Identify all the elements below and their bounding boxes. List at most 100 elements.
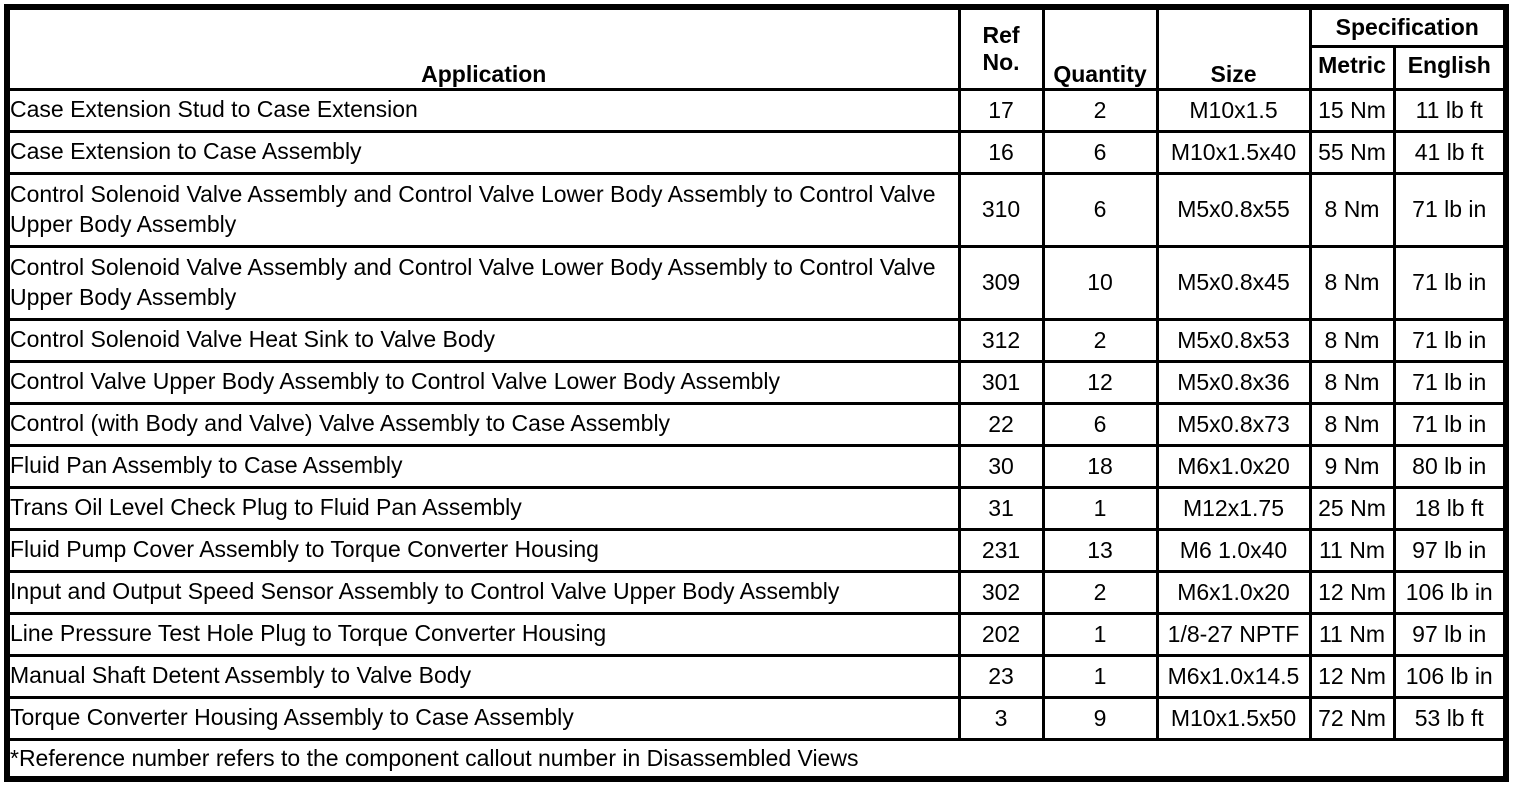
col-header-english: English xyxy=(1392,44,1508,91)
cell-metric: 11 Nm xyxy=(1308,527,1396,573)
cell-size: M10x1.5x50 xyxy=(1155,695,1312,741)
cell-english: 106 lb in xyxy=(1392,653,1508,699)
cell-application: Control Solenoid Valve Heat Sink to Valv… xyxy=(5,317,961,363)
cell-ref-no: 312 xyxy=(957,317,1045,363)
cell-english: 71 lb in xyxy=(1392,244,1508,321)
col-header-quantity: Quantity xyxy=(1041,5,1159,91)
cell-metric: 8 Nm xyxy=(1308,171,1396,248)
cell-ref-no: 310 xyxy=(957,171,1045,248)
cell-quantity: 6 xyxy=(1041,401,1159,447)
cell-application: Fluid Pump Cover Assembly to Torque Conv… xyxy=(5,527,961,573)
cell-size: M10x1.5 xyxy=(1155,87,1312,133)
cell-size: M6x1.0x20 xyxy=(1155,569,1312,615)
cell-metric: 15 Nm xyxy=(1308,87,1396,133)
cell-ref-no: 31 xyxy=(957,485,1045,531)
table-header: Application Ref No. Quantity Size Specif… xyxy=(5,5,1508,91)
cell-ref-no: 301 xyxy=(957,359,1045,405)
header-row-2: Metric English xyxy=(7,44,1508,91)
cell-size: 1/8-27 NPTF xyxy=(1155,611,1312,657)
cell-size: M5x0.8x45 xyxy=(1155,244,1312,321)
cell-english: 80 lb in xyxy=(1392,443,1508,489)
cell-quantity: 6 xyxy=(1041,129,1159,175)
col-header-metric: Metric xyxy=(1308,44,1396,91)
cell-ref-no: 17 xyxy=(957,87,1045,133)
cell-application: Manual Shaft Detent Assembly to Valve Bo… xyxy=(5,653,961,699)
cell-application: Control (with Body and Valve) Valve Asse… xyxy=(5,401,961,447)
cell-english: 71 lb in xyxy=(1392,317,1508,363)
cell-quantity: 1 xyxy=(1041,611,1159,657)
cell-english: 71 lb in xyxy=(1392,359,1508,405)
cell-metric: 11 Nm xyxy=(1308,611,1396,657)
cell-size: M5x0.8x53 xyxy=(1155,317,1312,363)
cell-application: Torque Converter Housing Assembly to Cas… xyxy=(5,695,961,741)
col-header-application: Application xyxy=(5,5,961,91)
cell-ref-no: 16 xyxy=(957,129,1045,175)
cell-ref-no: 202 xyxy=(957,611,1045,657)
cell-english: 18 lb ft xyxy=(1392,485,1508,531)
cell-quantity: 2 xyxy=(1041,317,1159,363)
cell-quantity: 12 xyxy=(1041,359,1159,405)
table-row: Control (with Body and Valve) Valve Asse… xyxy=(5,401,1508,447)
cell-quantity: 6 xyxy=(1041,171,1159,248)
cell-size: M12x1.75 xyxy=(1155,485,1312,531)
header-row-1: Application Ref No. Quantity Size Specif… xyxy=(5,5,1508,91)
fastener-torque-spec-table: Application Ref No. Quantity Size Specif… xyxy=(4,4,1509,782)
cell-size: M6x1.0x20 xyxy=(1155,443,1312,489)
cell-metric: 12 Nm xyxy=(1308,653,1396,699)
table-row: Input and Output Speed Sensor Assembly t… xyxy=(5,569,1508,615)
cell-size: M5x0.8x73 xyxy=(1155,401,1312,447)
cell-size: M5x0.8x36 xyxy=(1155,359,1312,405)
cell-english: 11 lb ft xyxy=(1392,87,1508,133)
col-header-size: Size xyxy=(1155,5,1312,91)
cell-size: M6x1.0x14.5 xyxy=(1155,653,1312,699)
cell-quantity: 2 xyxy=(1041,569,1159,615)
table-row: Control Solenoid Valve Assembly and Cont… xyxy=(5,171,1508,248)
cell-ref-no: 309 xyxy=(957,244,1045,321)
table-row: Control Valve Upper Body Assembly to Con… xyxy=(5,359,1508,405)
table-row: Control Solenoid Valve Heat Sink to Valv… xyxy=(5,317,1508,363)
table-row: Manual Shaft Detent Assembly to Valve Bo… xyxy=(5,653,1508,699)
table-row: Case Extension to Case Assembly 16 6 M10… xyxy=(5,129,1508,175)
cell-quantity: 2 xyxy=(1041,87,1159,133)
cell-metric: 8 Nm xyxy=(1308,317,1396,363)
cell-quantity: 1 xyxy=(1041,485,1159,531)
table-footer: *Reference number refers to the componen… xyxy=(5,737,1508,781)
table-row: Case Extension Stud to Case Extension 17… xyxy=(5,87,1508,133)
cell-english: 71 lb in xyxy=(1392,171,1508,248)
cell-quantity: 18 xyxy=(1041,443,1159,489)
cell-size: M6 1.0x40 xyxy=(1155,527,1312,573)
cell-ref-no: 23 xyxy=(957,653,1045,699)
cell-ref-no: 3 xyxy=(957,695,1045,741)
table-row: Fluid Pump Cover Assembly to Torque Conv… xyxy=(5,527,1508,573)
cell-ref-no: 30 xyxy=(957,443,1045,489)
cell-metric: 8 Nm xyxy=(1308,244,1396,321)
cell-quantity: 13 xyxy=(1041,527,1159,573)
ref-header-line2: No. xyxy=(982,48,1020,75)
cell-quantity: 1 xyxy=(1041,653,1159,699)
footnote-text: *Reference number refers to the componen… xyxy=(5,737,1508,781)
table-row: Trans Oil Level Check Plug to Fluid Pan … xyxy=(5,485,1508,531)
cell-application: Control Solenoid Valve Assembly and Cont… xyxy=(5,171,961,248)
cell-size: M5x0.8x55 xyxy=(1155,171,1312,248)
col-header-ref-no: Ref No. xyxy=(957,5,1045,91)
cell-metric: 12 Nm xyxy=(1308,569,1396,615)
cell-application: Case Extension Stud to Case Extension xyxy=(5,87,961,133)
cell-english: 97 lb in xyxy=(1392,611,1508,657)
cell-metric: 25 Nm xyxy=(1308,485,1396,531)
cell-application: Case Extension to Case Assembly xyxy=(5,129,961,175)
table-row: Torque Converter Housing Assembly to Cas… xyxy=(5,695,1508,741)
cell-metric: 8 Nm xyxy=(1308,359,1396,405)
cell-ref-no: 302 xyxy=(957,569,1045,615)
ref-header-line1: Ref xyxy=(982,22,1020,49)
cell-application: Control Valve Upper Body Assembly to Con… xyxy=(5,359,961,405)
cell-ref-no: 22 xyxy=(957,401,1045,447)
footnote-row: *Reference number refers to the componen… xyxy=(5,737,1508,781)
table-row: Control Solenoid Valve Assembly and Cont… xyxy=(5,244,1508,321)
cell-english: 106 lb in xyxy=(1392,569,1508,615)
table-body: Case Extension Stud to Case Extension 17… xyxy=(5,87,1508,741)
cell-quantity: 10 xyxy=(1041,244,1159,321)
cell-english: 71 lb in xyxy=(1392,401,1508,447)
cell-metric: 9 Nm xyxy=(1308,443,1396,489)
cell-application: Trans Oil Level Check Plug to Fluid Pan … xyxy=(5,485,961,531)
